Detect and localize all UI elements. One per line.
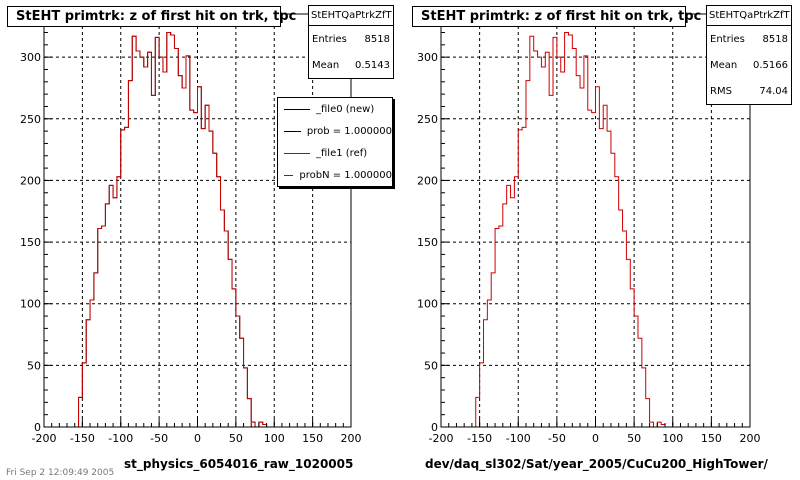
panel-1-x-tick-label: -200 [32,432,57,445]
legend-swatch [284,174,294,176]
legend-label: prob = 1.000000 [306,125,392,137]
legend-entry-prob: prob = 1.000000 [278,120,392,142]
panel-1-stats-box: StEHTQaPtrkZfT Entries 8518 Mean 0.5143 [308,5,394,79]
panel-2-x-axis-title: dev/daq_sl302/Sat/year_2005/CuCu200_High… [425,457,768,471]
stats-label: Entries [312,33,347,45]
panel-1-y-tick-label: 300 [20,51,41,64]
stats-value: 0.5143 [355,59,390,71]
panel-2-x-tick-label: 150 [701,432,722,445]
legend-entry-file0: _file0 (new) [278,98,392,120]
legend-swatch [284,108,310,110]
panel-1-stats-entries: Entries 8518 [309,26,393,52]
stats-value: 8518 [762,33,788,45]
panel-2-y-tick-label: 50 [424,359,438,372]
panel-1-stats-name: StEHTQaPtrkZfT [309,6,393,26]
panel-2-stats-box: StEHTQaPtrkZfT Entries 8518 Mean 0.5166 … [706,5,792,105]
panel-1-x-tick-label: -100 [108,432,133,445]
panel-2-y-tick-label: 200 [417,174,438,187]
panel-1-x-tick-label: 200 [341,432,362,445]
legend-label: _file0 (new) [316,103,375,115]
panel-1-x-axis-title: st_physics_6054016_raw_1020005 [124,457,354,471]
panel-1-stats-mean: Mean 0.5143 [309,52,393,78]
panel-1-legend: _file0 (new) prob = 1.000000 _file1 (ref… [277,97,393,187]
panel-2-stats-rms: RMS 74.04 [707,78,791,104]
panel-1-hist-series-1 [44,31,351,428]
panel-2-y-tick-label: 250 [417,113,438,126]
panel-2-x-tick-label: -100 [506,432,531,445]
panel-1-y-tick-label: 0 [34,421,41,434]
panel-2-x-tick-label: 200 [740,432,761,445]
panel-2-y-tick-label: 100 [417,298,438,311]
panel-2-title: StEHT primtrk: z of first hit on trk, tp… [412,6,701,27]
panel-1-title: StEHT primtrk: z of first hit on trk, tp… [7,6,296,27]
panel-2-x-tick-label: -200 [429,432,454,445]
legend-entry-probN: probN = 1.000000 [278,164,392,186]
panel-1-y-tick-label: 200 [20,174,41,187]
panel-1-y-tick-label: 250 [20,113,41,126]
panel-2-stats-mean: Mean 0.5166 [707,52,791,78]
panel-1-y-tick-label: 50 [27,359,41,372]
panel-2-x-tick-label: 100 [662,432,683,445]
panel-2-stats-entries: Entries 8518 [707,26,791,52]
legend-label: probN = 1.000000 [299,169,392,181]
panel-2-x-tick-label: 50 [627,432,641,445]
panel-1-y-tick-label: 150 [20,236,41,249]
legend-entry-file1: _file1 (ref) [278,142,392,164]
panel-1-y-tick-label: 100 [20,298,41,311]
legend-swatch [284,130,301,132]
stats-label: Entries [710,33,745,45]
panel-1-x-tick-label: 100 [264,432,285,445]
panel-2-x-tick-label: -150 [467,432,492,445]
legend-swatch [284,152,310,154]
stats-label: RMS [710,85,732,97]
panel-2-y-tick-label: 150 [417,236,438,249]
panel-2-x-tick-label: 0 [592,432,599,445]
legend-label: _file1 (ref) [316,147,368,159]
panel-2-y-tick-label: 0 [431,421,438,434]
stats-label: Mean [710,59,738,71]
panel-2-stats-name: StEHTQaPtrkZfT [707,6,791,26]
footer-timestamp: Fri Sep 2 12:09:49 2005 [6,468,115,478]
panel-1-x-tick-label: 0 [194,432,201,445]
panel-2-hist-series-0 [441,31,750,428]
stats-value: 0.5166 [753,59,788,71]
stats-label: Mean [312,59,340,71]
panel-2-title-text: StEHT primtrk: z of first hit on trk, tp… [421,9,702,24]
panel-1-x-tick-label: 50 [229,432,243,445]
panel-1-x-tick-label: -150 [70,432,95,445]
panel-2-x-tick-label: -50 [548,432,566,445]
panel-1-x-tick-label: 150 [302,432,323,445]
panel-2-y-tick-label: 300 [417,51,438,64]
panel-1-x-tick-label: -50 [150,432,168,445]
panel-1-title-text: StEHT primtrk: z of first hit on trk, tp… [16,9,297,24]
stats-value: 74.04 [759,85,788,97]
stats-value: 8518 [364,33,390,45]
